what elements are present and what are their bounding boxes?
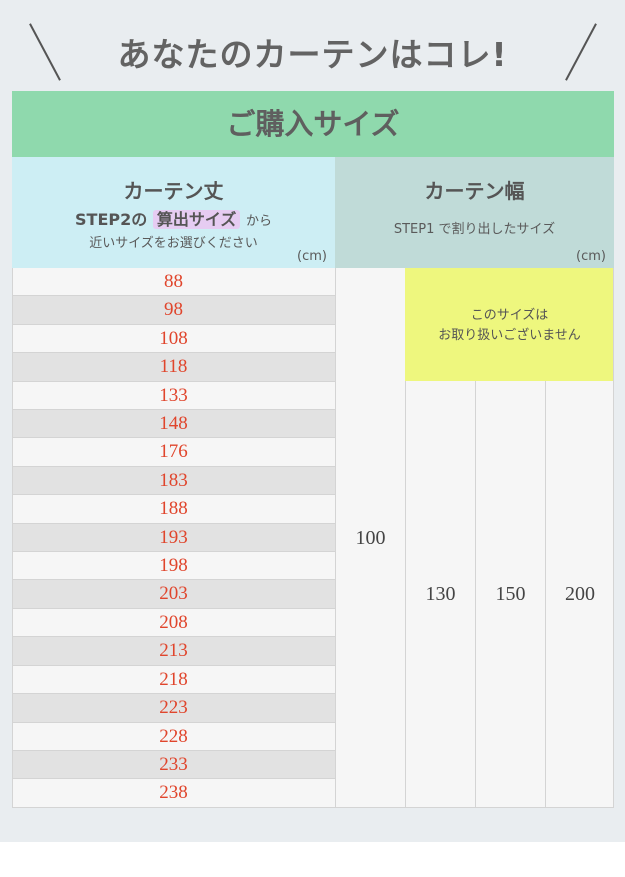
length-header: カーテン丈 STEP2の 算出サイズ から 近いサイズをお選びください (cm) [12, 157, 335, 268]
length-row[interactable]: 233 [12, 750, 335, 780]
unavailable-line2: お取り扱いございません [438, 328, 581, 343]
length-unit: (cm) [297, 249, 327, 264]
length-row[interactable]: 198 [12, 552, 335, 581]
length-row[interactable]: 176 [12, 438, 335, 467]
length-row[interactable]: 218 [12, 665, 335, 695]
length-row[interactable]: 133 [12, 381, 335, 411]
width-title: カーテン幅 [424, 179, 525, 203]
from-label: から [245, 214, 272, 229]
width-unit: (cm) [576, 249, 606, 264]
unavailable-notice: このサイズは お取り扱いございません [405, 268, 614, 381]
length-row[interactable]: 98 [12, 296, 335, 325]
length-list: 88 98 108 118 133 148 176 183 188 193 198 203 208 213… [12, 268, 335, 808]
length-row[interactable]: 193 [12, 523, 335, 553]
step2-label: STEP2の [75, 210, 148, 229]
length-row[interactable]: 183 [12, 466, 335, 496]
width-cell[interactable]: 100 [335, 268, 405, 808]
unavailable-line1: このサイズは [470, 308, 549, 323]
length-row[interactable]: 228 [12, 722, 335, 751]
width-subtitle: STEP1 で割り出したサイズ [393, 222, 556, 237]
calculated-size-highlight: 算出サイズ [152, 210, 241, 229]
length-instruction: STEP2の 算出サイズ から [12, 206, 335, 230]
length-row[interactable]: 88 [12, 268, 335, 297]
width-cell[interactable]: 130 [405, 381, 475, 808]
length-title: カーテン丈 [123, 179, 224, 203]
length-row[interactable]: 118 [12, 353, 335, 382]
width-cell[interactable]: 150 [475, 381, 545, 808]
length-row[interactable]: 203 [12, 580, 335, 609]
length-row[interactable]: 213 [12, 637, 335, 666]
length-row[interactable]: 208 [12, 608, 335, 638]
width-cell[interactable]: 200 [545, 381, 614, 808]
banner-purchase-size: ご購入サイズ [12, 91, 614, 157]
length-row[interactable]: 148 [12, 410, 335, 439]
length-row[interactable]: 188 [12, 495, 335, 524]
choose-size-note: 近いサイズをお選びください [89, 236, 258, 251]
page-title: あなたのカーテンはコレ! [117, 35, 508, 74]
length-row[interactable]: 223 [12, 694, 335, 723]
length-row[interactable]: 108 [12, 324, 335, 354]
length-row[interactable]: 238 [12, 779, 335, 808]
width-header: カーテン幅 STEP1 で割り出したサイズ (cm) [335, 157, 614, 268]
